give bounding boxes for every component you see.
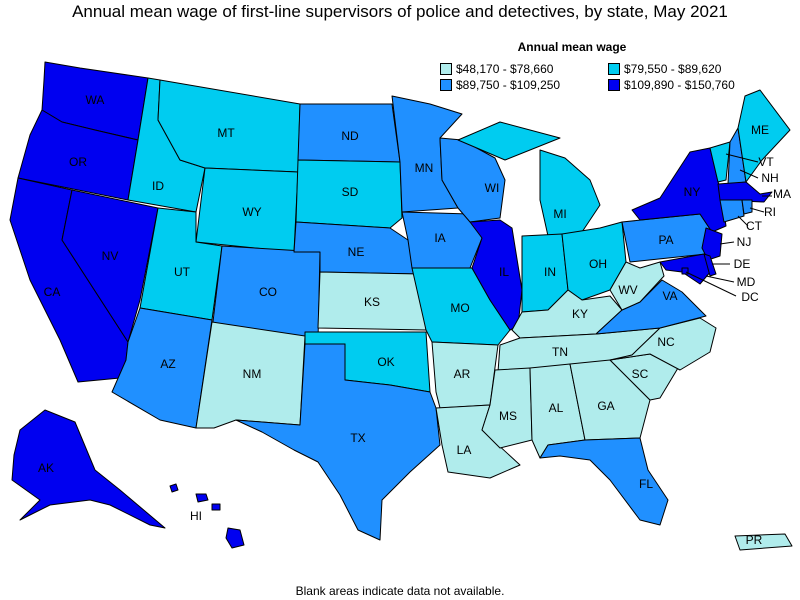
label-wv: WV bbox=[618, 283, 637, 297]
state-mi-upper[interactable] bbox=[457, 121, 561, 161]
label-md: MD bbox=[737, 275, 756, 289]
label-ri: RI bbox=[764, 205, 776, 219]
state-ak[interactable] bbox=[11, 409, 166, 529]
label-ca: CA bbox=[44, 285, 61, 299]
label-ny: NY bbox=[684, 185, 701, 199]
label-va: VA bbox=[662, 289, 677, 303]
label-pr: PR bbox=[746, 533, 763, 547]
state-nj[interactable] bbox=[701, 227, 723, 261]
label-ar: AR bbox=[454, 367, 471, 381]
label-ia: IA bbox=[434, 231, 445, 245]
footnote: Blank areas indicate data not available. bbox=[295, 584, 505, 598]
label-nj: NJ bbox=[737, 235, 752, 249]
state-tx[interactable] bbox=[235, 343, 441, 541]
label-ma: MA bbox=[773, 187, 791, 201]
label-ga: GA bbox=[597, 399, 614, 413]
label-ak: AK bbox=[38, 461, 54, 475]
legend-item-4: $109,890 - $150,760 bbox=[608, 78, 735, 92]
state-ri[interactable] bbox=[741, 199, 753, 215]
label-nh: NH bbox=[761, 171, 778, 185]
label-leaders bbox=[685, 153, 772, 297]
label-mn: MN bbox=[415, 161, 434, 175]
label-la: LA bbox=[457, 443, 472, 457]
map-title: Annual mean wage of first-line superviso… bbox=[72, 2, 728, 21]
label-mt: MT bbox=[217, 126, 235, 140]
label-ok: OK bbox=[377, 355, 394, 369]
label-nc: NC bbox=[657, 335, 675, 349]
legend-item-3: $89,750 - $109,250 bbox=[440, 78, 560, 92]
state-labels: WA OR CA NV ID MT WY UT CO AZ NM ND SD N… bbox=[38, 93, 791, 547]
legend-title: Annual mean wage bbox=[517, 40, 627, 54]
label-in: IN bbox=[544, 265, 556, 279]
legend-swatch-3 bbox=[440, 79, 452, 91]
state-dc[interactable] bbox=[681, 267, 689, 275]
legend-item-1: $48,170 - $78,660 bbox=[440, 62, 553, 76]
label-wi: WI bbox=[485, 181, 500, 195]
state-nv[interactable] bbox=[61, 189, 159, 343]
state-sd[interactable] bbox=[295, 159, 403, 229]
label-ct: CT bbox=[746, 219, 763, 233]
label-ne: NE bbox=[348, 245, 365, 259]
label-tn: TN bbox=[552, 345, 568, 359]
label-al: AL bbox=[549, 401, 564, 415]
label-hi: HI bbox=[190, 509, 202, 523]
label-nm: NM bbox=[243, 367, 262, 381]
label-or: OR bbox=[69, 155, 87, 169]
label-vt: VT bbox=[758, 155, 774, 169]
label-wy: WY bbox=[242, 205, 261, 219]
state-hi[interactable] bbox=[225, 527, 245, 549]
label-sc: SC bbox=[632, 367, 649, 381]
state-pr[interactable] bbox=[734, 533, 793, 551]
label-sd: SD bbox=[342, 185, 359, 199]
legend-swatch-1 bbox=[440, 63, 452, 75]
label-az: AZ bbox=[160, 357, 175, 371]
state-wv[interactable] bbox=[609, 261, 665, 311]
label-fl: FL bbox=[639, 477, 653, 491]
label-ky: KY bbox=[572, 307, 588, 321]
label-pa: PA bbox=[658, 233, 673, 247]
label-ut: UT bbox=[174, 265, 191, 279]
label-wa: WA bbox=[86, 93, 105, 107]
legend-item-2: $79,550 - $89,620 bbox=[608, 62, 721, 76]
label-ms: MS bbox=[499, 409, 517, 423]
legend-swatch-2 bbox=[608, 63, 620, 75]
label-dc: DC bbox=[741, 290, 759, 304]
state-de[interactable] bbox=[703, 253, 717, 277]
state-ma[interactable] bbox=[717, 181, 773, 203]
legend-swatch-4 bbox=[608, 79, 620, 91]
state-hi-islands[interactable] bbox=[169, 483, 221, 511]
label-il: IL bbox=[499, 265, 509, 279]
label-nd: ND bbox=[341, 129, 359, 143]
label-me: ME bbox=[751, 123, 769, 137]
label-id: ID bbox=[152, 179, 164, 193]
label-nv: NV bbox=[102, 249, 119, 263]
label-ks: KS bbox=[364, 295, 380, 309]
state-fl[interactable] bbox=[539, 437, 669, 526]
state-vt[interactable] bbox=[709, 141, 731, 183]
state-mi[interactable] bbox=[539, 149, 601, 237]
label-mi: MI bbox=[553, 207, 566, 221]
label-mo: MO bbox=[450, 301, 469, 315]
label-oh: OH bbox=[589, 257, 607, 271]
legend: Annual mean wage $48,170 - $78,660 $79,5… bbox=[440, 40, 740, 98]
label-tx: TX bbox=[350, 431, 365, 445]
label-co: CO bbox=[259, 285, 277, 299]
label-de: DE bbox=[734, 257, 751, 271]
